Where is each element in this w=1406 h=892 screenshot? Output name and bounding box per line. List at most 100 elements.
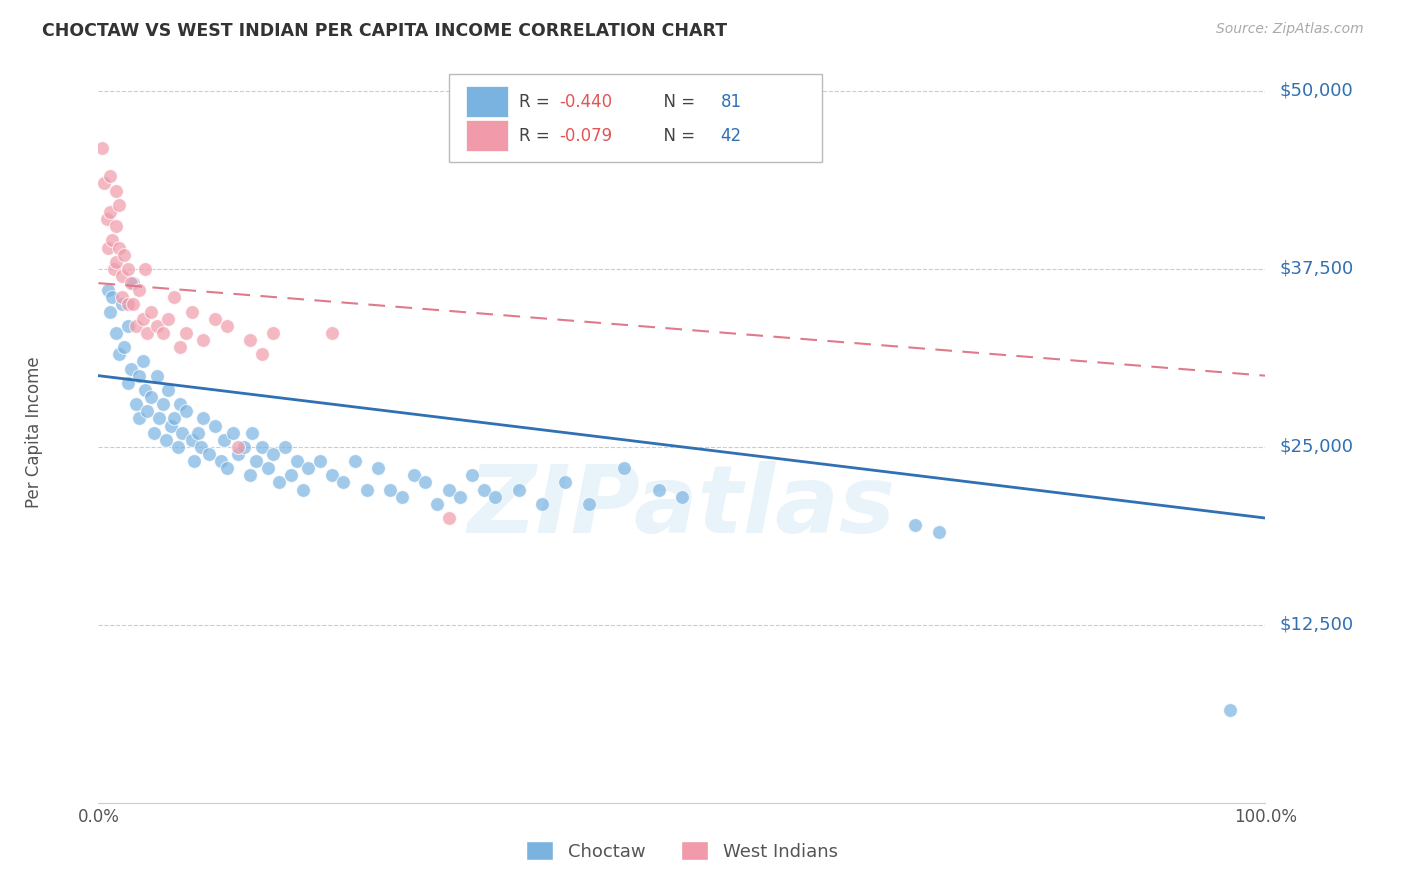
Point <box>157 383 180 397</box>
Point <box>152 397 174 411</box>
Point <box>103 261 125 276</box>
Point <box>472 483 495 497</box>
Point <box>250 347 273 361</box>
Legend: Choctaw, West Indians: Choctaw, West Indians <box>519 834 845 868</box>
Text: 81: 81 <box>720 93 741 111</box>
Point <box>262 326 284 340</box>
Point <box>108 347 131 361</box>
Point <box>193 411 215 425</box>
Point <box>228 440 250 454</box>
Point <box>1219 703 1241 717</box>
Point <box>262 447 284 461</box>
Point <box>426 497 449 511</box>
Point <box>190 440 212 454</box>
Point <box>613 461 636 475</box>
Point <box>128 283 150 297</box>
Point <box>356 483 378 497</box>
Text: CHOCTAW VS WEST INDIAN PER CAPITA INCOME CORRELATION CHART: CHOCTAW VS WEST INDIAN PER CAPITA INCOME… <box>42 22 727 40</box>
Point <box>187 425 209 440</box>
Point <box>280 468 302 483</box>
Point <box>193 333 215 347</box>
Point <box>391 490 413 504</box>
Point <box>97 240 120 255</box>
Point <box>90 141 112 155</box>
Point <box>117 318 139 333</box>
Point <box>98 169 121 184</box>
Point <box>148 411 170 425</box>
Point <box>101 290 124 304</box>
Point <box>104 184 127 198</box>
Text: Source: ZipAtlas.com: Source: ZipAtlas.com <box>1216 22 1364 37</box>
Point <box>321 468 343 483</box>
Point <box>180 304 202 318</box>
Point <box>136 326 159 340</box>
Point <box>221 425 243 440</box>
Point <box>132 354 155 368</box>
Point <box>152 326 174 340</box>
Point <box>269 475 291 490</box>
Point <box>647 483 669 497</box>
Point <box>98 205 121 219</box>
Point <box>166 440 188 454</box>
Point <box>578 497 600 511</box>
Point <box>125 318 148 333</box>
Point <box>117 297 139 311</box>
Point <box>209 454 232 468</box>
Point <box>117 261 139 276</box>
Point <box>554 475 576 490</box>
Point <box>125 397 148 411</box>
Point <box>120 276 142 290</box>
Point <box>233 440 256 454</box>
Point <box>169 397 191 411</box>
Point <box>111 268 134 283</box>
Point <box>904 518 927 533</box>
Text: ZIPatlas: ZIPatlas <box>468 460 896 553</box>
Point <box>111 290 134 304</box>
Point <box>413 475 436 490</box>
Point <box>215 461 238 475</box>
Point <box>112 340 135 354</box>
Point <box>163 290 186 304</box>
Point <box>671 490 693 504</box>
Point <box>157 311 180 326</box>
Text: $25,000: $25,000 <box>1279 438 1354 456</box>
Text: $50,000: $50,000 <box>1279 82 1353 100</box>
Point <box>484 490 506 504</box>
Point <box>146 318 169 333</box>
Text: -0.440: -0.440 <box>560 93 613 111</box>
Text: N =: N = <box>652 93 700 111</box>
Point <box>98 304 121 318</box>
Point <box>228 447 250 461</box>
Text: N =: N = <box>652 127 700 145</box>
Point <box>242 425 264 440</box>
Point <box>402 468 425 483</box>
Point <box>309 454 332 468</box>
Point <box>198 447 221 461</box>
Point <box>183 454 205 468</box>
Point <box>204 418 226 433</box>
Point <box>117 376 139 390</box>
Point <box>174 404 197 418</box>
Point <box>321 326 343 340</box>
Point <box>120 361 142 376</box>
Point <box>96 212 118 227</box>
Point <box>297 461 319 475</box>
Text: $12,500: $12,500 <box>1279 615 1354 634</box>
Point <box>104 326 127 340</box>
Point <box>250 440 273 454</box>
Point <box>239 333 262 347</box>
Text: R =: R = <box>519 127 554 145</box>
Point <box>530 497 553 511</box>
Point <box>214 433 236 447</box>
Point <box>128 411 150 425</box>
Text: 42: 42 <box>720 127 741 145</box>
FancyBboxPatch shape <box>465 120 508 152</box>
Point <box>122 276 145 290</box>
Point <box>104 254 127 268</box>
Point <box>108 240 131 255</box>
Point <box>132 311 155 326</box>
Point <box>172 425 194 440</box>
FancyBboxPatch shape <box>465 87 508 117</box>
FancyBboxPatch shape <box>449 73 823 162</box>
Point <box>380 483 402 497</box>
